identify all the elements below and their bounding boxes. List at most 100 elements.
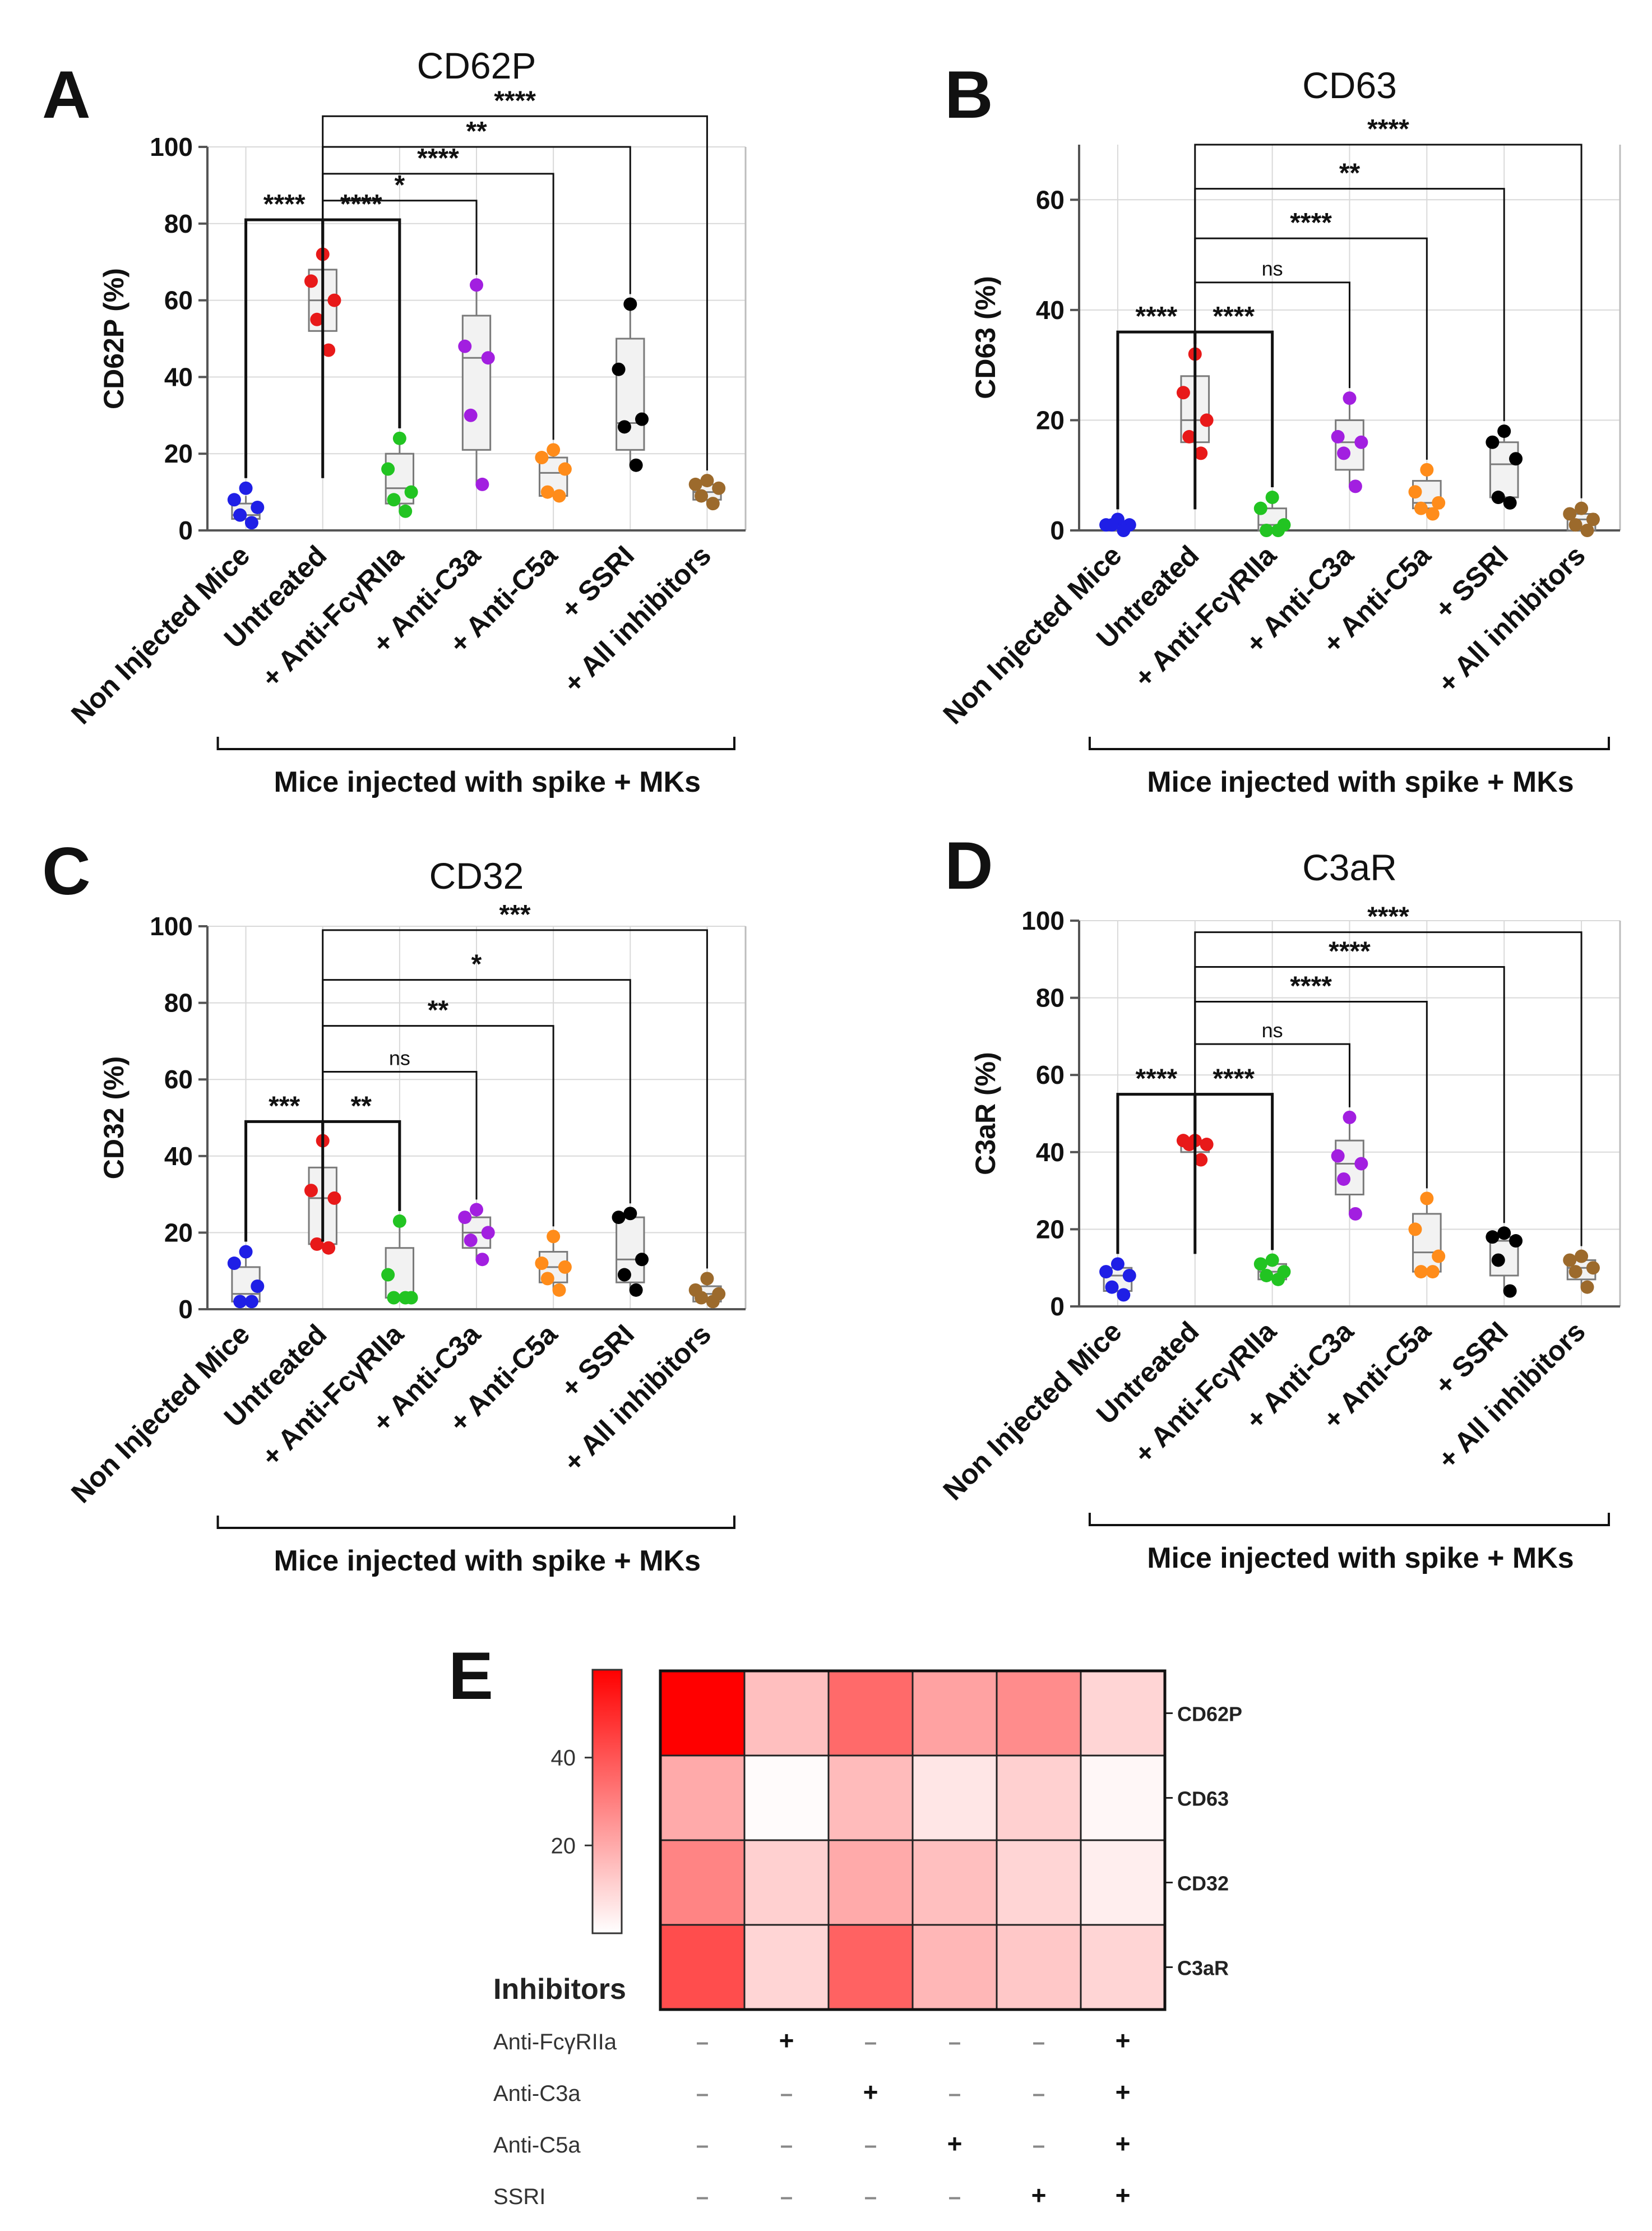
y-tick-label: 0: [178, 1295, 193, 1324]
data-point: [695, 1291, 709, 1305]
data-point: [233, 1295, 247, 1309]
data-point: [1105, 1280, 1119, 1294]
significance-label: ****: [1213, 302, 1255, 331]
y-tick-label: 40: [1036, 295, 1065, 325]
data-point: [475, 1253, 489, 1267]
data-point: [1194, 1153, 1208, 1167]
y-tick-label: 0: [1050, 516, 1065, 545]
colorbar-tick-label: 20: [551, 1833, 576, 1858]
inhibitor-mark: –: [948, 2081, 961, 2106]
data-point: [1497, 1226, 1511, 1240]
data-point: [1200, 413, 1214, 427]
significance-label: ****: [263, 190, 306, 219]
data-point: [1182, 1138, 1196, 1152]
significance-bracket: [1194, 144, 1582, 498]
data-point: [227, 1257, 241, 1271]
inhibitor-mark: +: [1116, 2129, 1131, 2158]
y-tick-label: 80: [164, 989, 193, 1018]
y-tick-label: 0: [1050, 1292, 1065, 1321]
inhibitor-mark: –: [864, 2133, 877, 2158]
inhibitor-mark: –: [864, 2184, 877, 2209]
heatmap-cell: [827, 1670, 914, 1757]
significance-label: ****: [1213, 1064, 1255, 1094]
inhibitor-mark: –: [696, 2081, 709, 2106]
y-tick-label: 20: [164, 439, 193, 468]
data-point: [1509, 1234, 1523, 1248]
heatmap-cell: [743, 1754, 830, 1841]
heatmap-cell: [1080, 1924, 1166, 2011]
data-point: [1420, 1191, 1434, 1205]
data-point: [1253, 501, 1267, 515]
data-point: [623, 1207, 637, 1221]
group-label: Mice injected with spike + MKs: [1147, 1542, 1574, 1574]
significance-label: ****: [1135, 1064, 1177, 1094]
heatmap-cell: [911, 1839, 998, 1926]
significance-label: *: [395, 170, 405, 200]
data-point: [392, 431, 406, 445]
data-point: [612, 1211, 626, 1225]
y-tick-label: 60: [1036, 185, 1065, 214]
data-point: [712, 481, 726, 495]
inhibitor-mark: –: [1033, 2030, 1045, 2054]
data-point: [481, 1226, 495, 1240]
heatmap-cell: [659, 1670, 746, 1757]
data-point: [1271, 1272, 1285, 1286]
data-point: [1331, 429, 1345, 444]
data-point: [327, 1191, 341, 1205]
group-label: Mice injected with spike + MKs: [274, 766, 701, 798]
y-tick-label: 40: [164, 1142, 193, 1171]
inhibitor-mark: –: [1033, 2133, 1045, 2158]
y-tick-label: 100: [150, 912, 193, 941]
significance-label: **: [351, 1091, 372, 1121]
group-bracket: [216, 1516, 735, 1529]
data-point: [629, 1283, 643, 1297]
significance-label: ****: [1135, 302, 1177, 331]
data-point: [635, 1253, 649, 1267]
inhibitor-mark: +: [947, 2129, 962, 2158]
heatmap-cell: [827, 1839, 914, 1926]
significance-label: ****: [494, 86, 536, 116]
inhibitor-mark: –: [864, 2030, 877, 2054]
heatmap-cell: [659, 1924, 746, 2011]
y-tick-label: 60: [164, 286, 193, 315]
heatmap-cell: [911, 1754, 998, 1841]
inhibitor-name: Anti-FcγRIIa: [493, 2030, 617, 2054]
data-point: [1580, 524, 1594, 537]
heatmap-row-label: CD62P: [1177, 1703, 1242, 1726]
group-bracket: [1088, 1513, 1610, 1526]
data-point: [392, 1214, 406, 1228]
significance-label: ****: [340, 190, 382, 219]
inhibitor-name: SSRI: [493, 2184, 545, 2209]
data-point: [1580, 1280, 1594, 1294]
data-point: [1260, 1268, 1274, 1282]
box-body: [461, 315, 492, 451]
y-tick-label: 80: [164, 209, 193, 238]
box-body: [1489, 441, 1519, 498]
inhibitor-mark: +: [779, 2026, 794, 2055]
heatmap-cell: [743, 1924, 830, 2011]
inhibitor-mark: –: [1033, 2081, 1045, 2106]
heatmap-cell: [1080, 1754, 1166, 1841]
data-point: [381, 1268, 395, 1282]
category-label: + Anti-FcγRIIa: [1128, 1315, 1283, 1470]
significance-label: *: [471, 950, 482, 980]
data-point: [629, 458, 643, 472]
data-point: [1408, 1222, 1422, 1236]
chart-title: CD62P: [417, 45, 536, 86]
inhibitor-name: Anti-C5a: [493, 2133, 581, 2158]
data-point: [1414, 1265, 1428, 1279]
inhibitor-mark: –: [696, 2030, 709, 2054]
significance-bracket: [1193, 1093, 1274, 1250]
data-point: [1432, 1249, 1446, 1263]
chart-title: CD63: [1302, 64, 1397, 106]
data-point: [1348, 1207, 1362, 1221]
data-point: [304, 274, 318, 288]
group-bracket: [1088, 737, 1610, 750]
data-point: [1176, 386, 1190, 400]
data-point: [399, 504, 413, 518]
data-point: [1432, 496, 1446, 510]
data-point: [1568, 1265, 1582, 1279]
data-point: [244, 516, 258, 530]
colorbar: [591, 1669, 623, 1934]
